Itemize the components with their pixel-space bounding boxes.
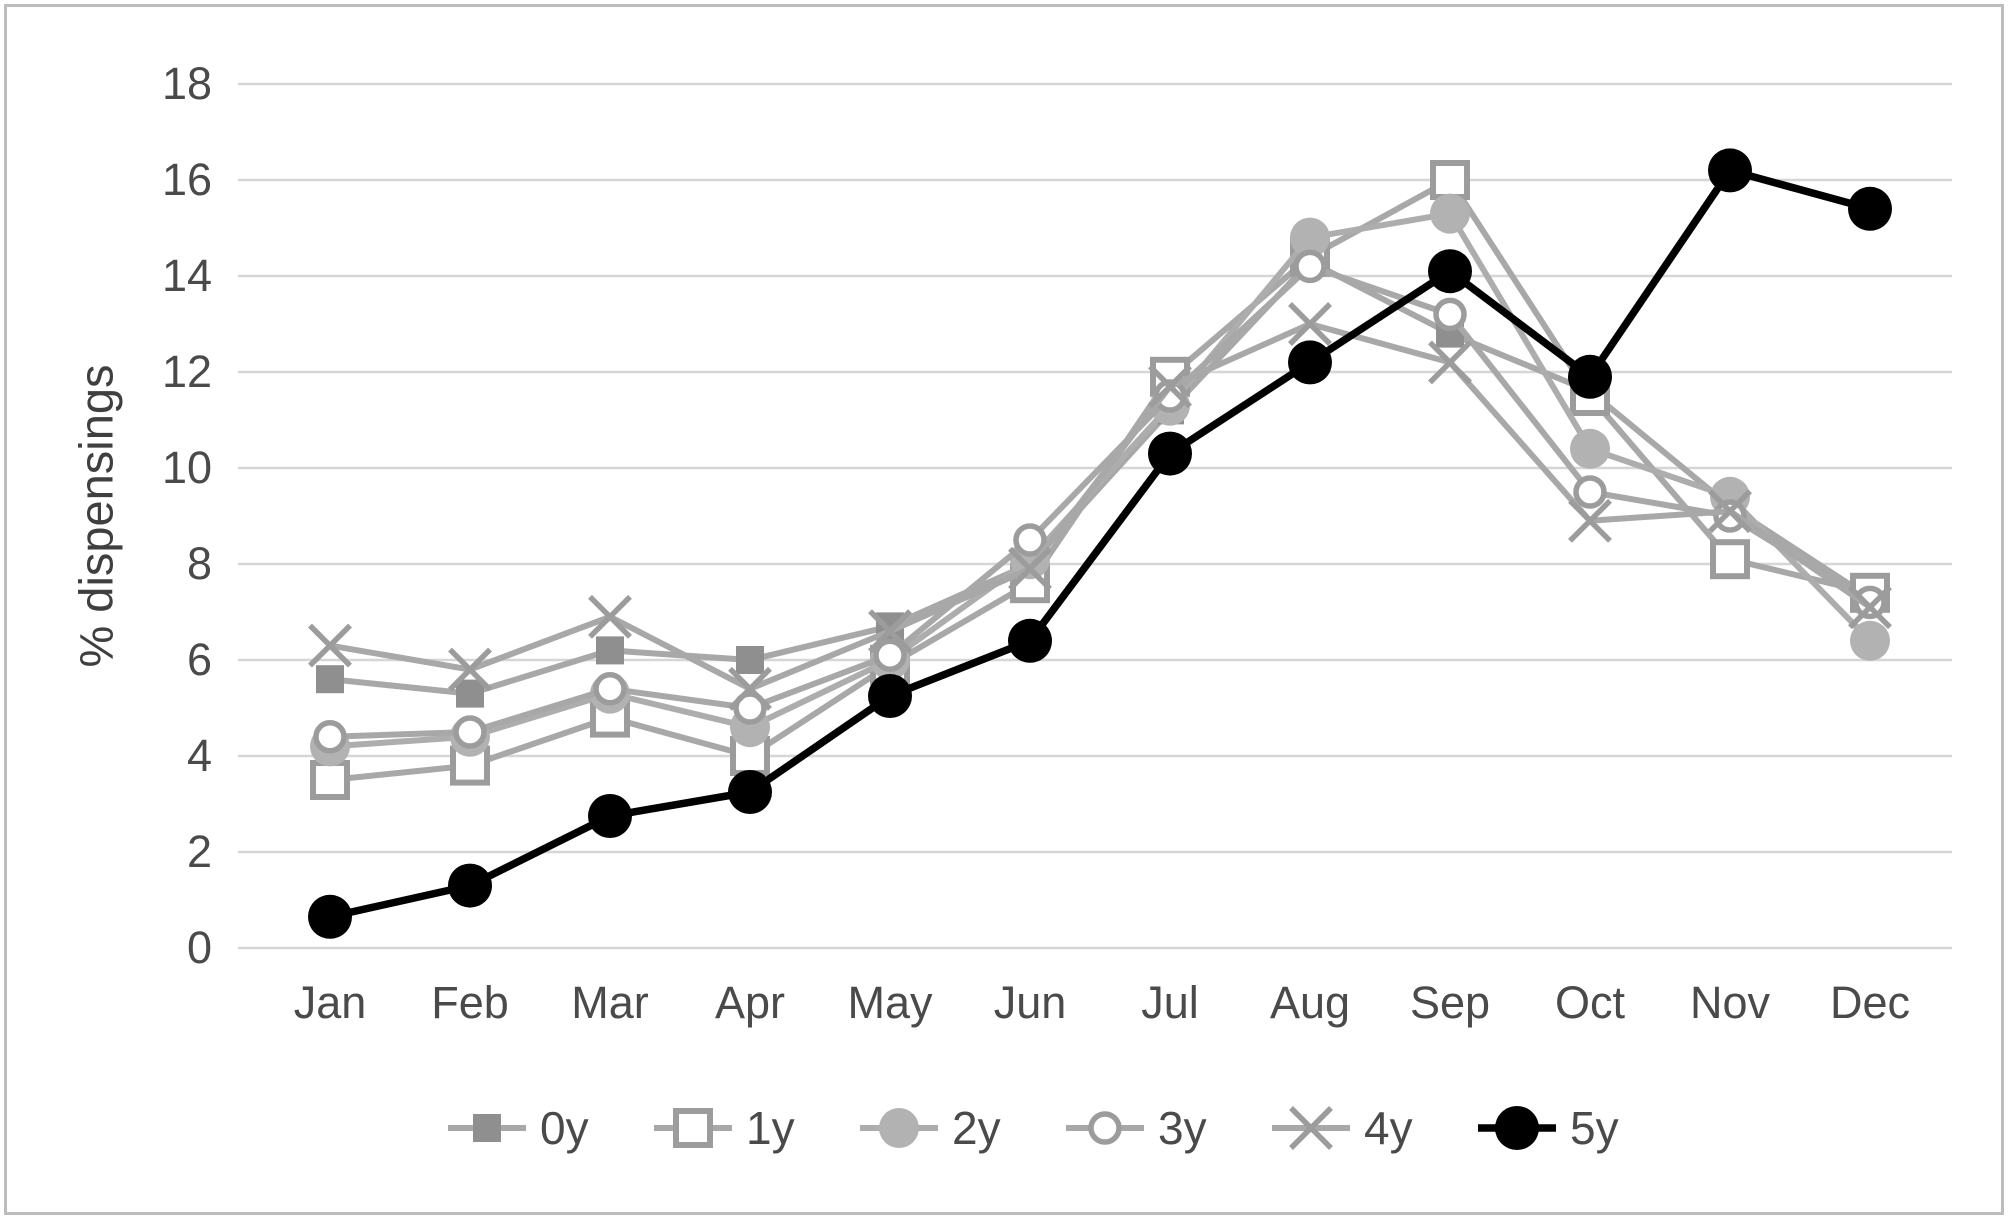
open-square-marker — [1710, 539, 1750, 580]
filled-square-marker — [736, 646, 764, 674]
y-tick-label: 12 — [162, 346, 212, 397]
open-circle-marker — [873, 638, 907, 672]
y-tick-label: 14 — [162, 250, 212, 301]
x-marker — [1008, 546, 1052, 591]
legend-item-2y: 2y — [860, 1102, 1001, 1154]
x-tick-label: Mar — [571, 977, 649, 1028]
series-3y — [313, 249, 1887, 754]
open-circle-marker — [593, 672, 627, 706]
legend-label: 5y — [1570, 1102, 1619, 1154]
filled-square-marker — [456, 679, 484, 708]
legend-item-5y: 5y — [1478, 1102, 1619, 1154]
filled-circle-marker — [1428, 249, 1472, 294]
legend-item-4y: 4y — [1272, 1102, 1413, 1154]
filled-circle-marker — [728, 770, 772, 814]
y-tick-label: 16 — [162, 154, 212, 205]
open-circle-marker — [1013, 523, 1047, 557]
x-marker — [1289, 1106, 1333, 1150]
x-marker — [448, 647, 492, 692]
x-tick-label: Jan — [294, 977, 367, 1028]
filled-circle-marker — [1290, 217, 1330, 258]
chart-border-frame — [4, 4, 2004, 1215]
x-marker — [1848, 585, 1892, 630]
filled-square-marker — [316, 665, 344, 694]
filled-circle-marker — [308, 894, 352, 939]
series-line — [329, 166, 1871, 921]
x-tick-label: Apr — [715, 977, 785, 1028]
y-tick-label: 8 — [187, 538, 212, 589]
filled-circle-marker — [868, 674, 912, 718]
open-square-marker — [310, 760, 350, 800]
legend-label: 2y — [952, 1102, 1001, 1154]
filled-circle-marker — [1570, 428, 1610, 469]
open-circle-marker — [313, 720, 347, 754]
x-marker — [728, 666, 772, 711]
x-tick-label: Sep — [1410, 977, 1490, 1028]
y-tick-label: 2 — [187, 826, 212, 877]
legend-label: 1y — [746, 1102, 795, 1154]
series-line — [329, 321, 1872, 692]
filled-circle-marker — [1568, 354, 1612, 399]
x-marker — [1288, 302, 1332, 346]
legend-item-1y: 1y — [654, 1102, 795, 1154]
y-tick-label: 6 — [187, 634, 212, 685]
x-marker — [588, 594, 632, 639]
y-tick-label: 10 — [162, 442, 212, 493]
legend-label: 0y — [540, 1102, 589, 1154]
series-line — [329, 263, 1872, 740]
series-4y — [308, 302, 1892, 711]
series-line — [329, 258, 1872, 697]
filled-circle-marker — [879, 1108, 919, 1148]
filled-circle-marker — [1148, 431, 1192, 476]
filled-square-marker — [596, 636, 624, 665]
x-marker — [868, 609, 912, 654]
filled-circle-marker — [588, 794, 632, 838]
open-circle-marker — [1153, 379, 1187, 413]
x-tick-label: Aug — [1270, 977, 1350, 1028]
y-tick-label: 4 — [187, 730, 212, 781]
filled-circle-marker — [1495, 1106, 1539, 1150]
filled-square-marker — [473, 1114, 501, 1142]
x-tick-label: May — [847, 977, 933, 1028]
x-tick-label: Jul — [1141, 977, 1199, 1028]
legend-item-0y: 0y — [448, 1102, 589, 1154]
open-circle-marker — [733, 691, 767, 725]
open-circle-marker — [1088, 1111, 1122, 1145]
filled-circle-marker — [1430, 193, 1470, 234]
open-square-marker — [673, 1108, 713, 1148]
open-circle-marker — [1433, 297, 1467, 332]
filled-circle-marker — [1008, 618, 1052, 663]
open-circle-marker — [1573, 475, 1607, 509]
legend-label: 4y — [1364, 1102, 1413, 1154]
filled-circle-marker — [448, 863, 492, 908]
filled-circle-marker — [1850, 620, 1890, 661]
x-marker — [1428, 340, 1472, 385]
x-marker — [1568, 498, 1612, 543]
filled-circle-marker — [1848, 186, 1892, 231]
open-circle-marker — [1293, 249, 1327, 284]
x-marker — [308, 623, 352, 668]
x-tick-label: Jun — [994, 977, 1067, 1028]
filled-circle-marker — [1288, 340, 1332, 385]
series-5y — [308, 148, 1892, 939]
filled-circle-marker — [1708, 148, 1752, 193]
legend-label: 3y — [1158, 1102, 1207, 1154]
open-square-marker — [1430, 160, 1470, 200]
open-circle-marker — [1853, 585, 1887, 620]
x-tick-label: Nov — [1690, 977, 1771, 1028]
y-tick-label: 0 — [187, 922, 212, 973]
x-marker — [1708, 489, 1752, 534]
legend-item-3y: 3y — [1066, 1102, 1207, 1154]
y-tick-label: 18 — [162, 58, 212, 109]
open-circle-marker — [453, 715, 487, 749]
x-tick-label: Feb — [431, 977, 509, 1028]
x-marker — [1148, 364, 1192, 409]
x-tick-label: Dec — [1830, 977, 1910, 1028]
x-tick-label: Oct — [1555, 977, 1626, 1028]
